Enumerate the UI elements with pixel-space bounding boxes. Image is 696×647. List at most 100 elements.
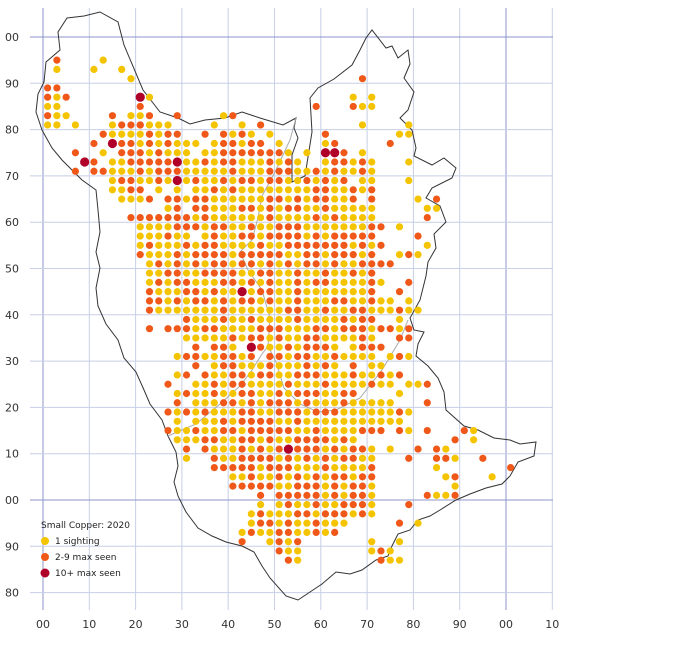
marker-1-sighting (386, 547, 394, 555)
marker-1-sighting (182, 195, 191, 203)
legend-title: Small Copper: 2020 (41, 521, 130, 531)
marker-1-sighting (488, 473, 496, 481)
marker-2-9 (358, 334, 367, 342)
marker-1-sighting (229, 436, 237, 444)
marker-2-9 (210, 260, 218, 268)
x-axis-ticks: 00 10 20 30 40 50 60 70 80 90 00 10 (36, 618, 559, 631)
marker-2-9 (349, 362, 357, 370)
marker-2-9 (331, 232, 339, 240)
marker-2-9 (321, 241, 330, 249)
marker-1-sighting (173, 186, 181, 194)
marker-1-sighting (182, 158, 191, 166)
marker-2-9 (284, 556, 292, 564)
marker-2-9 (219, 139, 228, 148)
marker-2-9 (303, 371, 311, 379)
marker-1-sighting (210, 362, 218, 370)
marker-2-9 (312, 445, 320, 453)
map-legend: Small Copper: 2020 1 sighting 2-9 max se… (40, 521, 130, 579)
marker-2-9 (164, 139, 172, 148)
marker-1-sighting (368, 371, 376, 379)
marker-2-9 (164, 325, 172, 333)
marker-1-sighting (368, 538, 376, 546)
marker-2-9 (303, 399, 311, 407)
marker-1-sighting (284, 278, 292, 286)
marker-2-9 (182, 371, 191, 379)
marker-2-9 (294, 278, 302, 286)
marker-2-9 (386, 260, 394, 268)
marker-2-9 (368, 297, 376, 305)
marker-1-sighting (358, 204, 367, 212)
marker-1-sighting (312, 306, 320, 314)
marker-1-sighting (127, 130, 135, 138)
marker-1-sighting (192, 380, 200, 388)
marker-2-9 (294, 315, 302, 324)
marker-1-sighting (257, 223, 265, 231)
marker-2-9 (294, 371, 302, 379)
y-tick-label: 30 (5, 355, 19, 368)
marker-1-sighting (192, 417, 200, 425)
marker-1-sighting (312, 417, 320, 425)
marker-2-9 (247, 454, 255, 462)
marker-2-9 (266, 176, 274, 185)
marker-2-9 (53, 84, 61, 92)
marker-1-sighting (155, 306, 163, 314)
marker-1-sighting (210, 204, 218, 212)
marker-1-sighting (303, 297, 311, 305)
marker-2-9 (349, 389, 357, 398)
marker-2-9 (294, 232, 302, 240)
marker-2-9 (340, 399, 348, 407)
marker-1-sighting (257, 473, 265, 481)
marker-2-9 (164, 213, 172, 222)
marker-1-sighting (349, 288, 357, 296)
marker-2-9 (395, 519, 404, 527)
marker-2-9 (127, 176, 135, 185)
marker-1-sighting (210, 408, 218, 416)
marker-1-sighting (331, 288, 339, 296)
marker-1-sighting (182, 269, 191, 277)
marker-1-sighting (145, 167, 154, 175)
marker-1-sighting (377, 417, 385, 425)
marker-1-sighting (229, 297, 237, 305)
marker-1-sighting (321, 371, 330, 379)
marker-2-9 (377, 547, 385, 555)
marker-1-sighting (340, 278, 348, 286)
marker-2-9 (312, 278, 320, 286)
marker-1-sighting (349, 399, 357, 407)
marker-2-9 (238, 538, 246, 546)
x-tick-label: 50 (268, 618, 282, 631)
marker-2-9 (219, 278, 228, 286)
marker-2-9 (303, 334, 311, 342)
marker-1-sighting (219, 112, 228, 120)
marker-1-sighting (229, 454, 237, 462)
marker-1-sighting (238, 325, 246, 333)
marker-1-sighting (368, 306, 376, 314)
marker-1-sighting (229, 343, 237, 351)
x-tick-label: 60 (314, 618, 328, 631)
marker-1-sighting (340, 371, 348, 379)
marker-1-sighting (155, 121, 163, 129)
marker-2-9 (155, 213, 163, 222)
marker-1-sighting (118, 186, 126, 194)
marker-2-9 (349, 371, 357, 379)
marker-1-sighting (349, 417, 357, 425)
marker-1-sighting (247, 510, 255, 518)
marker-2-9 (349, 491, 357, 499)
marker-2-9 (164, 195, 172, 203)
marker-2-9 (201, 408, 209, 416)
marker-1-sighting (210, 195, 218, 203)
marker-2-9 (182, 325, 191, 333)
marker-2-9 (127, 186, 135, 194)
marker-2-9 (173, 130, 181, 138)
marker-1-sighting (368, 445, 376, 453)
marker-1-sighting (349, 426, 357, 435)
marker-1-sighting (303, 519, 311, 527)
marker-1-sighting (257, 501, 265, 509)
marker-1-sighting (238, 195, 246, 203)
marker-1-sighting (377, 278, 385, 286)
marker-2-9 (238, 232, 246, 240)
marker-1-sighting (192, 167, 200, 175)
marker-2-9 (368, 315, 376, 324)
marker-1-sighting (182, 176, 191, 185)
marker-1-sighting (349, 93, 357, 101)
marker-2-9 (368, 473, 376, 481)
